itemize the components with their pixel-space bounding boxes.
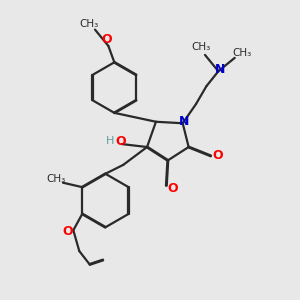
Text: O: O (115, 135, 126, 148)
Text: O: O (212, 149, 223, 162)
Text: CH₃: CH₃ (192, 43, 211, 52)
Text: CH₃: CH₃ (80, 19, 99, 29)
Text: N: N (215, 63, 225, 76)
Text: O: O (63, 225, 73, 238)
Text: CH₃: CH₃ (232, 48, 252, 59)
Text: O: O (168, 182, 178, 195)
Text: O: O (102, 33, 112, 46)
Text: CH₃: CH₃ (46, 174, 65, 184)
Text: H: H (106, 136, 115, 146)
Text: N: N (179, 115, 189, 128)
